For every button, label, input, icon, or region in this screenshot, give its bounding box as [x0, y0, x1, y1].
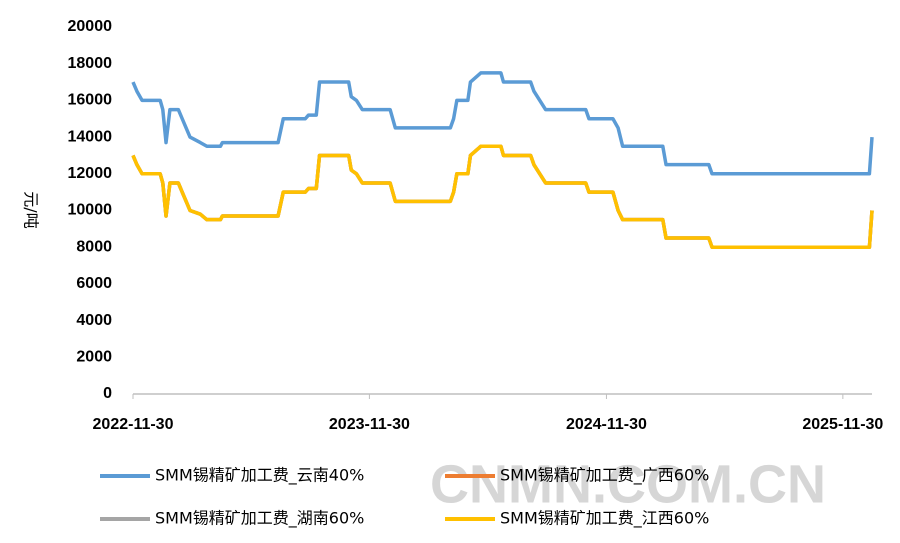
watermark: CNMN.COM.CN [430, 454, 826, 514]
y-tick-label: 0 [103, 385, 112, 402]
y-tick-label: 12000 [68, 165, 113, 182]
legend-label: SMM锡精矿加工费_江西60% [500, 509, 709, 529]
legend-label: SMM锡精矿加工费_广西60% [500, 466, 709, 486]
y-tick-label: 16000 [68, 92, 113, 109]
y-tick-label: 10000 [68, 202, 113, 219]
x-tick-label: 2025-11-30 [802, 416, 883, 433]
legend-label: SMM锡精矿加工费_云南40% [155, 466, 364, 486]
x-tick-label: 2022-11-30 [93, 416, 174, 433]
legend-label: SMM锡精矿加工费_湖南60% [155, 509, 364, 529]
y-tick-label: 20000 [68, 18, 113, 35]
series-line [131, 144, 874, 249]
y-tick-label: 6000 [76, 275, 112, 292]
x-tick-label: 2023-11-30 [329, 416, 410, 433]
x-tick-label: 2024-11-30 [566, 416, 647, 433]
series-line [131, 144, 874, 249]
y-tick-label: 14000 [68, 128, 113, 145]
y-tick-label: 18000 [68, 55, 113, 72]
y-tick-label: 2000 [76, 349, 112, 366]
series-line [131, 71, 874, 176]
y-tick-label: 8000 [76, 238, 112, 255]
series-line [131, 144, 874, 249]
y-axis-label: 元/吨 [22, 191, 41, 228]
y-tick-label: 4000 [76, 312, 112, 329]
